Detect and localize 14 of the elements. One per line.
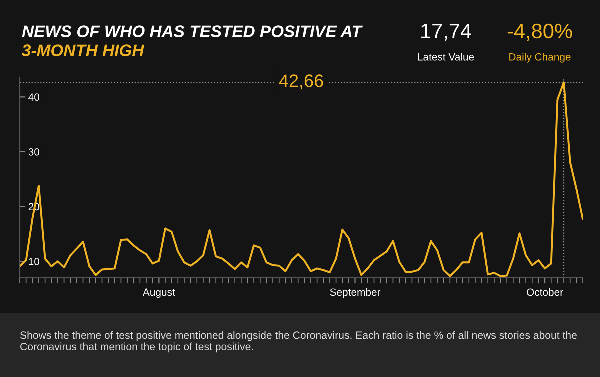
chart-subtitle: 3-MONTH HIGH: [22, 44, 144, 56]
x-tick-label: August: [142, 288, 176, 298]
text: Shows the theme of test positive mentioned alongside the Coronavirus. Each ratio is the % of all news stories about the Coronavirus that mention the topic of test positive.: [20, 331, 577, 353]
text: Latest Value: [418, 53, 474, 61]
ref-line-label: 42,66: [279, 74, 324, 90]
x-tick-label: September: [330, 288, 381, 298]
y-tick-label: 30: [28, 148, 40, 156]
text: 17,74: [422, 24, 472, 42]
x-tick-label: October: [527, 288, 564, 296]
text: Daily Change: [510, 53, 571, 63]
text: -4,80%: [508, 24, 572, 42]
y-tick-label: 40: [28, 94, 40, 102]
y-tick-label: 10: [29, 258, 40, 266]
chart-title: NEWS OF WHO HAS TESTED POSITIVE AT: [22, 26, 363, 38]
